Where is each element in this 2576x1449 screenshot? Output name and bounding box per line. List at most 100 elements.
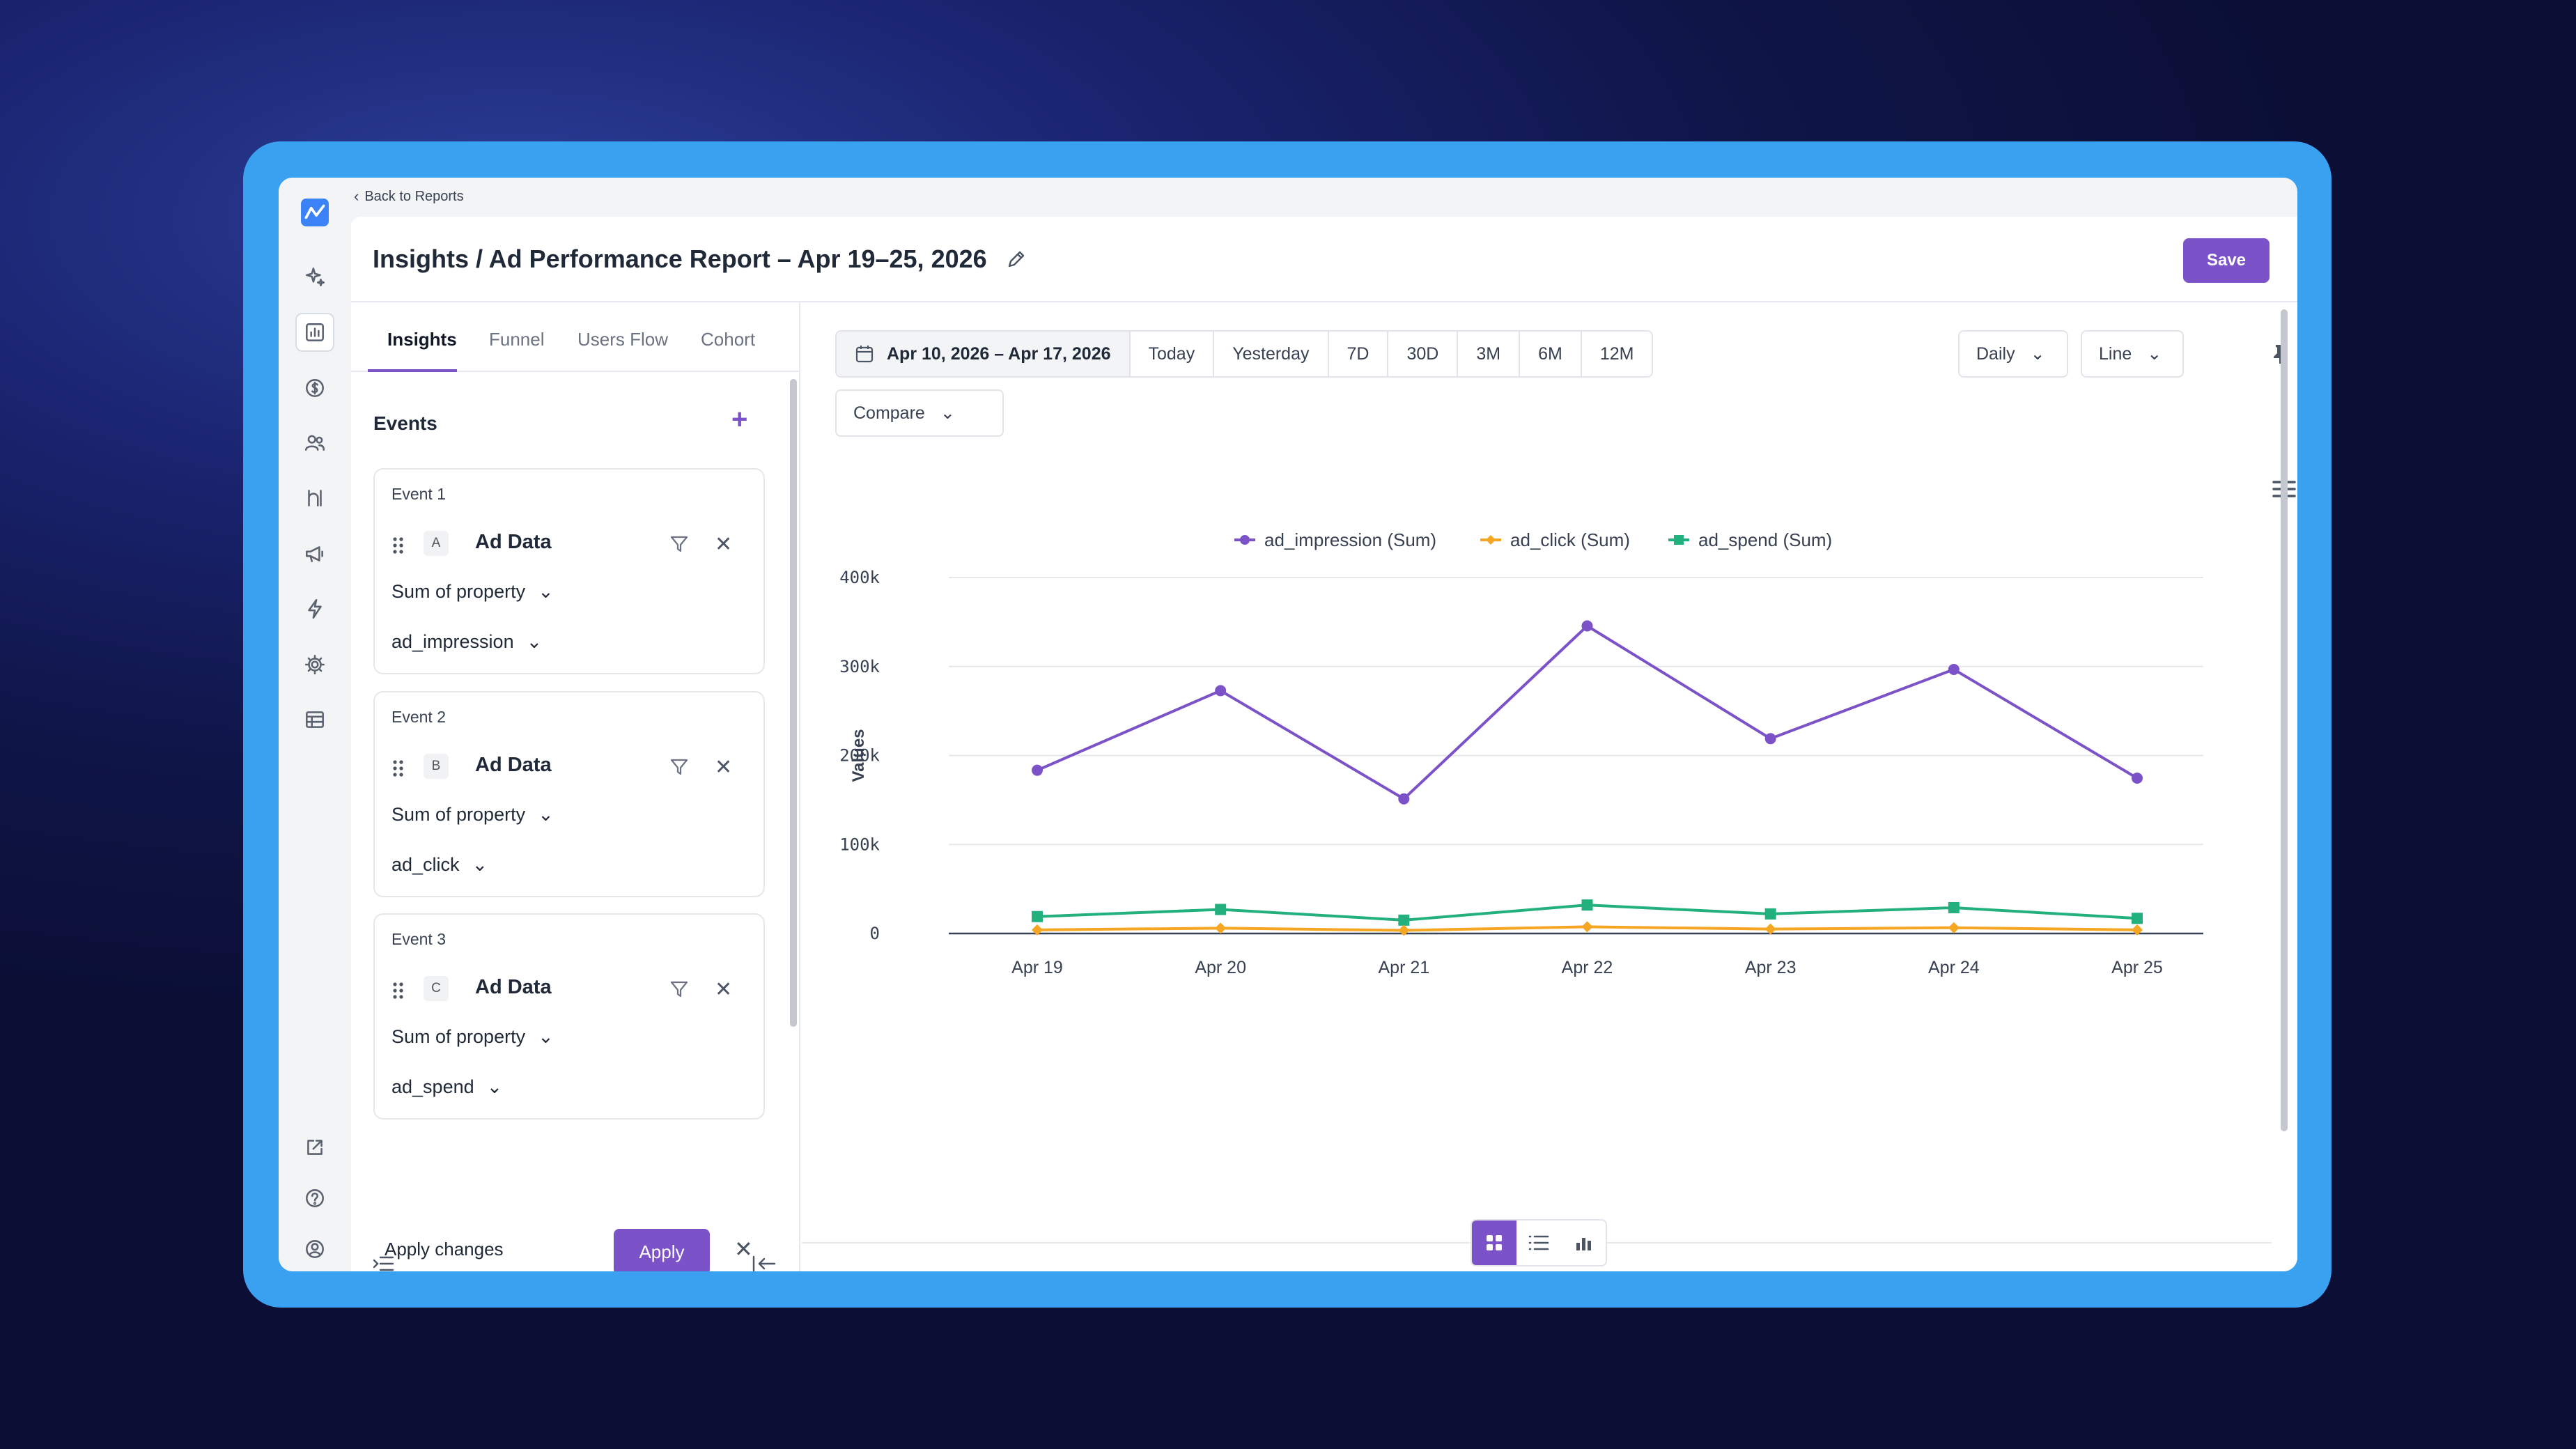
discard-icon[interactable]: ✕ — [734, 1237, 753, 1262]
help-icon[interactable] — [295, 1179, 334, 1218]
range-30d-button[interactable]: 30D — [1388, 332, 1459, 376]
property-select[interactable]: ad_spend ⌄ — [391, 1076, 502, 1098]
apply-button[interactable]: Apply — [614, 1229, 710, 1271]
add-event-button[interactable]: + — [731, 404, 748, 435]
data-point[interactable] — [2132, 913, 2143, 924]
pin-icon[interactable] — [2269, 343, 2290, 365]
data-point[interactable] — [1581, 921, 1593, 933]
filter-icon[interactable] — [669, 757, 690, 777]
users-icon[interactable] — [295, 424, 334, 463]
data-point[interactable] — [1398, 914, 1410, 926]
data-point[interactable] — [1581, 620, 1593, 632]
apply-row: Apply changes Apply ✕ — [351, 1215, 800, 1271]
legend-label[interactable]: ad_click (Sum) — [1510, 529, 1630, 550]
data-point[interactable] — [1764, 908, 1776, 920]
chart-type-select[interactable]: Line ⌄ — [2081, 330, 2184, 378]
aggregation-select[interactable]: Sum of property ⌄ — [391, 804, 554, 826]
data-point[interactable] — [1215, 685, 1227, 697]
chevron-down-icon: ⌄ — [2147, 344, 2162, 364]
remove-event-icon[interactable]: ✕ — [715, 533, 733, 556]
legend-label[interactable]: ad_spend (Sum) — [1698, 529, 1832, 550]
range-3m-button[interactable]: 3M — [1458, 332, 1521, 376]
remove-event-icon[interactable]: ✕ — [715, 756, 733, 779]
remove-event-icon[interactable]: ✕ — [715, 978, 733, 1001]
drag-handle-icon[interactable] — [391, 982, 405, 1000]
tab-cohort[interactable]: Cohort — [701, 329, 756, 350]
filter-icon[interactable] — [669, 534, 690, 555]
aggregation-select[interactable]: Sum of property ⌄ — [391, 581, 554, 603]
legend-label[interactable]: ad_impression (Sum) — [1264, 529, 1436, 550]
aggregation-select[interactable]: Sum of property ⌄ — [391, 1026, 554, 1048]
report-card: Insights / Ad Performance Report – Apr 1… — [351, 217, 2297, 1271]
date-range-picker[interactable]: Apr 10, 2026 – Apr 17, 2026 — [837, 332, 1131, 376]
tab-users-flow[interactable]: Users Flow — [577, 329, 669, 350]
data-point[interactable] — [2132, 924, 2143, 936]
active-tab-indicator — [368, 369, 457, 372]
left-scrollbar[interactable] — [790, 379, 797, 1027]
reports-icon[interactable] — [295, 313, 334, 352]
bar-chart-icon — [1576, 1238, 1591, 1250]
data-point[interactable] — [2132, 772, 2143, 784]
apply-changes-label: Apply changes — [385, 1239, 504, 1260]
data-point[interactable] — [1398, 793, 1410, 805]
collapse-panel-icon[interactable] — [751, 1254, 777, 1271]
legend-marker — [1486, 535, 1496, 545]
lightning-icon[interactable] — [295, 589, 334, 628]
right-panel: Apr 10, 2026 – Apr 17, 2026 Today Yester… — [802, 302, 2297, 1271]
data-point[interactable] — [1581, 899, 1593, 911]
compare-select[interactable]: Compare ⌄ — [835, 389, 1004, 437]
data-point[interactable] — [1948, 663, 1960, 675]
dollar-icon[interactable] — [295, 369, 334, 408]
event-name[interactable]: Ad Data — [475, 531, 552, 553]
interval-select[interactable]: Daily ⌄ — [1958, 330, 2068, 378]
property-value: ad_spend — [391, 1076, 474, 1097]
report-tabs: Insights Funnel Users Flow Cohort — [351, 302, 800, 372]
tab-funnel[interactable]: Funnel — [489, 329, 545, 350]
x-tick-label: Apr 19 — [1011, 958, 1063, 977]
range-6m-button[interactable]: 6M — [1520, 332, 1582, 376]
event-name[interactable]: Ad Data — [475, 754, 552, 776]
gear-icon[interactable] — [295, 645, 334, 684]
list-icon — [1528, 1235, 1549, 1250]
range-12m-button[interactable]: 12M — [1599, 343, 1634, 364]
range-yesterday-button[interactable]: Yesterday — [1214, 332, 1329, 376]
grid-view-button[interactable] — [1472, 1221, 1516, 1265]
save-button[interactable]: Save — [2183, 238, 2269, 283]
data-point[interactable] — [1764, 733, 1776, 745]
range-7d-button[interactable]: 7D — [1329, 332, 1389, 376]
sparkles-icon[interactable] — [295, 257, 334, 296]
data-point[interactable] — [1215, 904, 1227, 915]
property-select[interactable]: ad_click ⌄ — [391, 854, 488, 876]
y-tick-label: 100k — [839, 835, 880, 854]
drag-handle-icon[interactable] — [391, 759, 405, 777]
right-scrollbar[interactable] — [2281, 309, 2288, 1131]
external-link-icon[interactable] — [295, 1128, 334, 1167]
filter-icon[interactable] — [669, 979, 690, 1000]
table-icon[interactable] — [295, 700, 334, 739]
tab-insights[interactable]: Insights — [387, 329, 457, 350]
data-point[interactable] — [1764, 923, 1776, 935]
data-point[interactable] — [1032, 764, 1043, 776]
flow-icon[interactable] — [295, 479, 334, 518]
list-view-button[interactable] — [1516, 1221, 1561, 1265]
y-tick-label: 200k — [839, 746, 880, 766]
x-tick-label: Apr 22 — [1562, 958, 1613, 977]
chevron-down-icon: ⌄ — [472, 854, 488, 875]
data-point[interactable] — [1032, 924, 1043, 936]
data-point[interactable] — [1032, 911, 1043, 922]
range-today-button[interactable]: Today — [1131, 332, 1215, 376]
indent-icon[interactable] — [372, 1254, 396, 1271]
pencil-icon[interactable] — [1005, 248, 1027, 270]
account-icon[interactable] — [295, 1230, 334, 1269]
bar-view-button[interactable] — [1561, 1221, 1606, 1265]
megaphone-icon[interactable] — [295, 534, 334, 573]
data-point[interactable] — [1948, 901, 1960, 913]
back-link[interactable]: ‹ Back to Reports — [354, 187, 464, 206]
event-name[interactable]: Ad Data — [475, 976, 552, 998]
drag-handle-icon[interactable] — [391, 536, 405, 555]
data-point[interactable] — [1215, 922, 1227, 934]
data-point[interactable] — [1948, 922, 1960, 933]
logo-icon[interactable] — [295, 193, 334, 232]
data-point[interactable] — [1398, 924, 1410, 936]
property-select[interactable]: ad_impression ⌄ — [391, 631, 542, 653]
